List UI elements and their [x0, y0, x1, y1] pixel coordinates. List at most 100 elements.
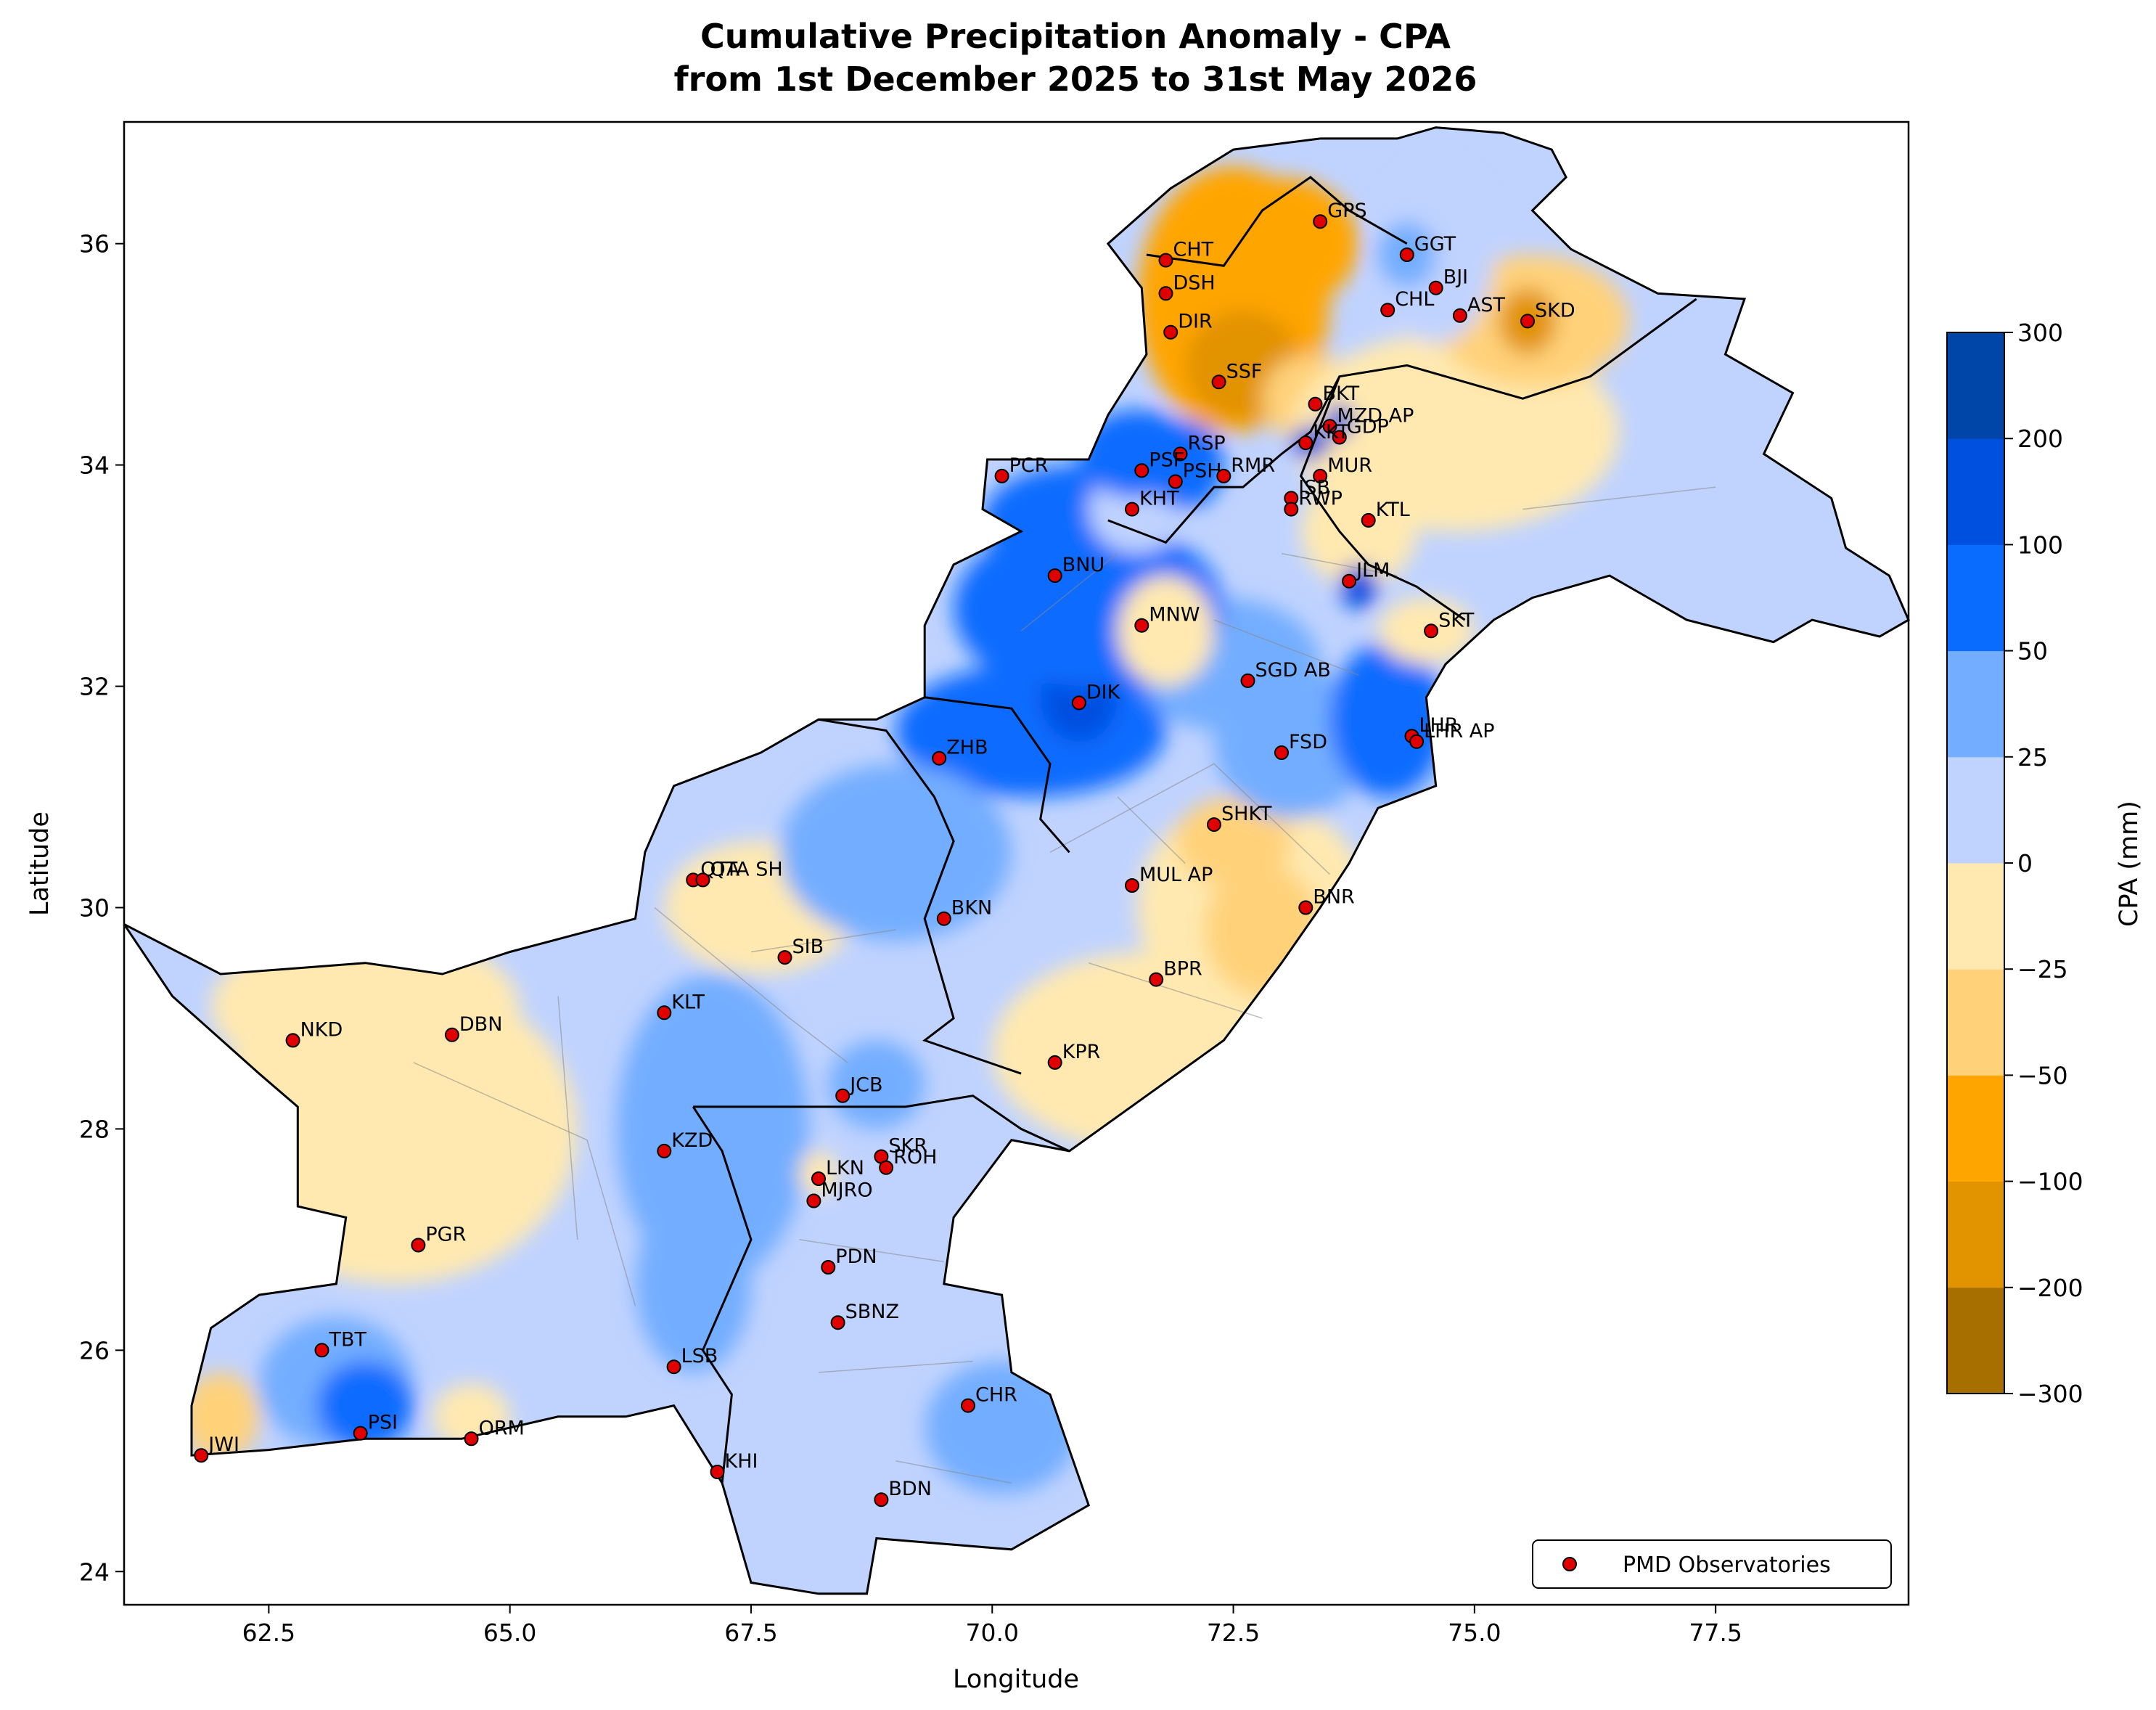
district-line-6: [895, 1460, 1012, 1484]
colorbar-tick-label: 100: [2017, 531, 2063, 559]
colorbar-label: CPA (mm): [2115, 801, 2144, 927]
country-outline: [123, 126, 1910, 1595]
station-label: BKT: [1323, 382, 1360, 405]
district-line-12: [1281, 552, 1398, 576]
station-point: [1125, 878, 1139, 893]
station-point: [695, 872, 710, 888]
station-label: PCR: [1009, 454, 1049, 477]
colorbar-tick-label: 300: [2017, 319, 2063, 347]
station-label: TBT: [329, 1328, 367, 1351]
station-point: [1240, 673, 1255, 688]
district-borders: [413, 486, 1716, 1484]
station-point: [1424, 623, 1439, 639]
station-label: SIB: [792, 936, 824, 958]
district-line-11: [1117, 796, 1186, 864]
x-tick-label: 75.0: [1448, 1619, 1501, 1647]
x-tick-label: 70.0: [966, 1619, 1019, 1647]
station-label: PSF: [1149, 449, 1184, 471]
station-label: BNR: [1313, 886, 1354, 909]
station-point: [1173, 446, 1188, 462]
station-point: [411, 1238, 426, 1253]
district-line-4: [799, 1239, 944, 1263]
station-label: LHR AP: [1424, 720, 1494, 742]
station-label: RMR: [1231, 454, 1275, 477]
station-label: SHKT: [1221, 803, 1272, 825]
station-label: JWI: [207, 1433, 239, 1456]
station-point: [1342, 573, 1357, 589]
station-label: SSF: [1226, 360, 1263, 382]
station-point: [835, 1088, 850, 1103]
y-tick-label: 30: [79, 893, 110, 922]
colorbar-segment: [1947, 650, 2004, 758]
station-label: ISB: [1298, 476, 1330, 499]
station-label: DIR: [1178, 311, 1213, 333]
station-label: RWP: [1298, 488, 1343, 510]
station-label: MZD AP: [1337, 404, 1414, 427]
station-point: [1298, 900, 1313, 915]
station-point: [444, 1027, 459, 1042]
station-label: PSI: [368, 1412, 398, 1434]
station-point: [1399, 248, 1414, 262]
anomaly-blob-33: [615, 974, 809, 1284]
station-point: [1308, 396, 1323, 412]
y-tick-label: 28: [79, 1115, 110, 1143]
station-label: KLT: [671, 991, 705, 1013]
y-tick-label: 24: [79, 1558, 110, 1586]
anomaly-blob-36: [779, 764, 1012, 941]
colorbar-segment: [1947, 969, 2004, 1076]
station-point: [932, 750, 947, 766]
figure-title-line-1: Cumulative Precipitation Anomaly - CPA: [700, 17, 1451, 56]
station-point: [1071, 695, 1086, 711]
station-label: BJI: [1443, 266, 1468, 289]
station-label: MJRO: [821, 1179, 872, 1202]
colorbar-tick-label: −100: [2017, 1168, 2083, 1196]
legend-box: [1532, 1539, 1892, 1589]
colorbar: −300 −200 −100 −50 −25 0 25 50 100 200 300: [1946, 319, 2083, 1408]
y-axis-ticks: 24 26 28 30 32 34 36: [79, 230, 124, 1586]
x-tick-label: 62.5: [242, 1619, 295, 1647]
station-label: KKT: [1313, 421, 1349, 443]
station-label: SKD: [1535, 299, 1575, 322]
station-point: [830, 1315, 845, 1330]
colorbar-segment: [1947, 438, 2004, 545]
station-point: [1207, 817, 1221, 832]
station-point: [1361, 512, 1376, 528]
station-point: [1322, 419, 1337, 434]
station-point: [314, 1343, 329, 1358]
station-label: SKR: [888, 1135, 927, 1158]
district-line-9: [1213, 619, 1359, 676]
colorbar-segment: [1947, 1287, 2004, 1394]
district-line-2: [654, 907, 848, 1063]
station-point: [1520, 314, 1535, 329]
station-point: [1428, 280, 1443, 295]
station-label: PGR: [425, 1224, 466, 1246]
colorbar-segment: [1947, 1075, 2004, 1182]
station-point: [936, 911, 951, 926]
station-label: LKN: [826, 1157, 864, 1179]
station-label: SGD AB: [1255, 659, 1331, 682]
station-point: [1125, 502, 1139, 517]
station-label: CHT: [1173, 239, 1214, 261]
anomaly-blob-40: [181, 1372, 260, 1461]
anomaly-blob-18: [1146, 420, 1224, 510]
x-tick-label: 67.5: [724, 1619, 777, 1647]
station-label: GPS: [1327, 200, 1366, 222]
x-tick-label: 65.0: [483, 1619, 536, 1647]
station-point: [1409, 734, 1425, 749]
anomaly-blob-39: [316, 1361, 414, 1450]
station-label: QTA SH: [710, 858, 783, 880]
station-label: BPR: [1163, 958, 1202, 981]
anomaly-blob-20: [1204, 177, 1359, 311]
station-label: PSH: [1183, 460, 1222, 483]
station-label: MUR: [1327, 454, 1372, 477]
x-tick-label: 77.5: [1689, 1619, 1742, 1647]
station-label: AST: [1467, 294, 1506, 316]
station-point: [1313, 468, 1328, 483]
district-line-3: [750, 929, 896, 953]
legend-marker: [1562, 1557, 1577, 1571]
province-borders: [692, 176, 1697, 1484]
anomaly-blob-34: [635, 1195, 751, 1372]
colorbar-segment: [1947, 332, 2004, 439]
y-tick-label: 34: [79, 451, 110, 480]
station-point: [821, 1260, 836, 1275]
